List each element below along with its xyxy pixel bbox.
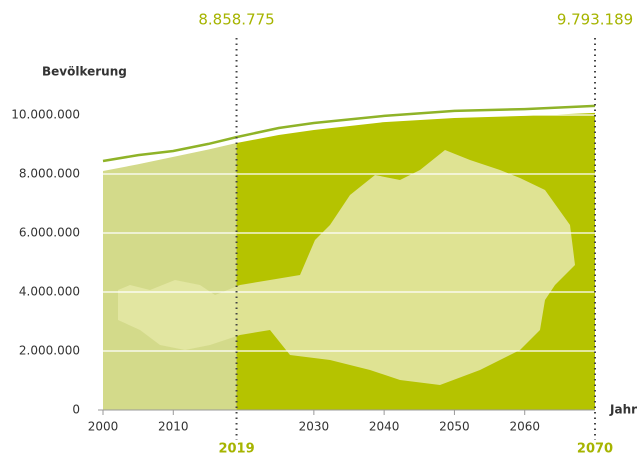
x-tick-label: 2010 [158,420,189,434]
y-axis-label: Bevölkerung [42,65,127,79]
y-tick-label: 6.000.000 [19,226,80,240]
x-axis-label: Jahr [609,403,637,417]
y-tick-label: 4.000.000 [19,285,80,299]
y-tick-label: 2.000.000 [19,344,80,358]
y-tick-label: 8.000.000 [19,167,80,181]
x-tick-label: 2040 [369,420,400,434]
highlight-tick-label: 2019 [218,442,254,457]
y-tick-label: 0 [72,403,80,417]
area [103,143,237,410]
x-tick-label: 2030 [299,420,330,434]
highlight-tick-label: 2070 [577,442,613,457]
austria-map [118,150,575,385]
y-tick-label: 10.000.000 [11,108,80,122]
annotation: 9.793.189 [557,11,633,29]
x-tick-label: 2000 [88,420,119,434]
x-tick-label: 2050 [439,420,470,434]
annotation: 8.858.775 [198,11,274,29]
x-tick-label: 2060 [509,420,540,434]
line [102,104,596,163]
